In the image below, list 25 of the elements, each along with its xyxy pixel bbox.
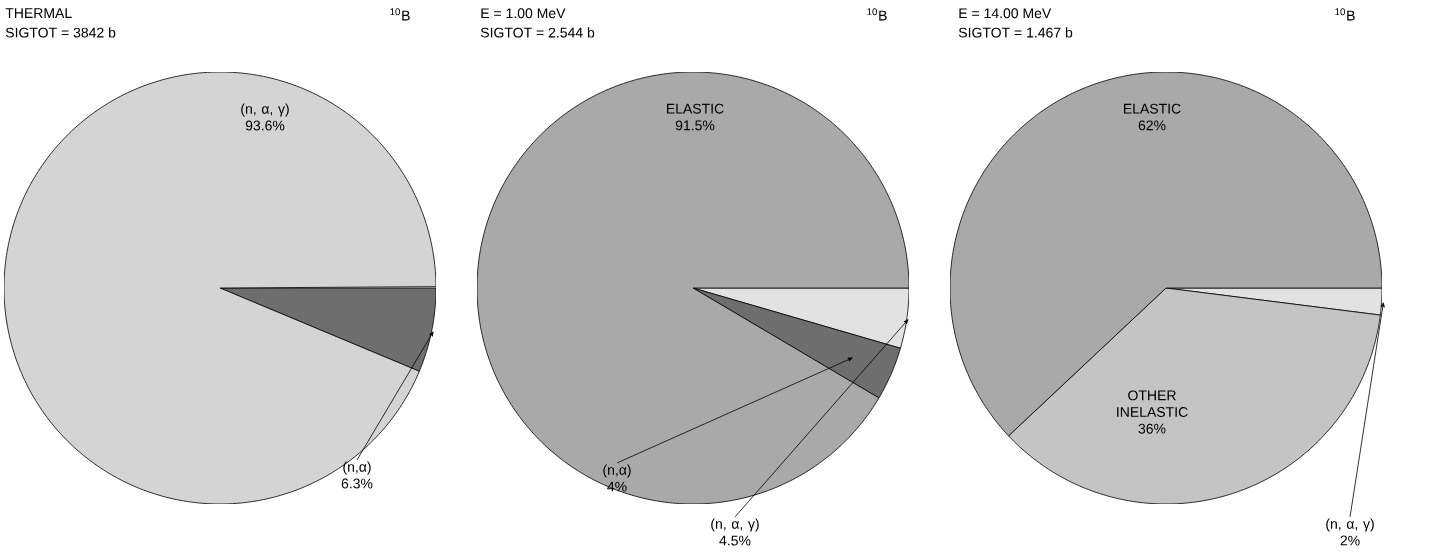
slice-label: ELASTIC [1123,103,1181,114]
data-label: 62% [1138,120,1166,131]
data-label: 93.6% [245,120,285,131]
slice-label: (n,α) [603,464,631,478]
slice-label: ELASTIC [666,103,724,114]
chart-subtitle: SIGTOT = 1.467 b [958,27,1073,38]
slice-label: (n, α, γ) [1326,518,1374,532]
chart-title: THERMAL [5,8,72,18]
chart-title: E = 1.00 MeV [481,8,566,19]
data-label: 91.5% [675,120,715,131]
text: $^{10}$B [390,8,410,21]
data-label: 4.5% [719,535,751,546]
data-label: 4% [607,481,627,492]
data-label: 2% [1340,535,1360,546]
chart-subtitle: SIGTOT = 2.544 b [480,27,595,38]
data-label: 6.3% [341,478,373,489]
slice-label: (n, α, γ) [241,103,289,117]
chart-subtitle: SIGTOT = 3842 b [5,27,116,38]
slice-label: (n,α) [343,461,371,475]
data-label: 36% [1138,423,1166,434]
text: $^{10}$B [1335,8,1355,21]
slice-label: (n, α, γ) [711,518,759,532]
text: $^{10}$B [867,8,887,21]
chart-title: E = 14.00 MeV [959,8,1052,19]
slice-label: OTHER INELASTIC [1117,390,1188,417]
